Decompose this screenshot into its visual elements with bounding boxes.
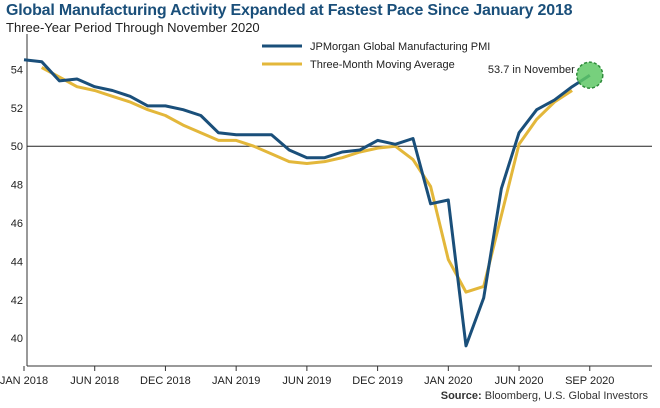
y-tick-label: 46 [11,218,23,230]
source-text: Bloomberg, U.S. Global Investors [481,390,648,402]
series-line-pmi [23,58,591,348]
source-label: Source: [440,390,482,402]
y-tick-label: 42 [11,295,23,307]
y-tick-label: 48 [11,180,23,192]
legend-label-moving-average: Three-Month Moving Average [310,59,455,71]
y-tick-label: 54 [11,64,23,76]
november-highlight-marker [576,61,604,89]
y-tick-label: 50 [11,141,23,153]
x-tick-label: JAN 2018 [0,375,48,387]
x-tick-label: JUN 2018 [70,375,119,387]
y-tick-label: 52 [11,103,23,115]
source-note: Source: Bloomberg, U.S. Global Investors [441,390,648,402]
y-tick-label: 44 [11,256,23,268]
x-tick-label: JUN 2020 [495,375,544,387]
legend-label-pmi: JPMorgan Global Manufacturing PMI [310,41,490,53]
x-tick-label: DEC 2019 [352,375,403,387]
chart-title: Global Manufacturing Activity Expanded a… [6,2,573,19]
x-axis: JAN 2018 JUN 2018 DEC 2018 JAN 2019 JUN 2019… [0,365,652,387]
x-tick-label: JAN 2020 [424,375,472,387]
annotation-november: 53.7 in November [488,64,575,76]
legend: JPMorgan Global Manufacturing PMI Three-… [262,41,490,71]
y-tick-label: 40 [11,333,23,345]
x-tick-label: JAN 2019 [212,375,260,387]
x-tick-label: JUN 2019 [282,375,331,387]
chart-subtitle: Three-Year Period Through November 2020 [6,20,260,35]
x-tick-label: DEC 2018 [140,375,191,387]
x-tick-label: SEP 2020 [565,375,614,387]
y-axis: 40 42 44 46 48 50 52 54 [11,34,28,366]
series-line-moving-average [40,66,573,294]
